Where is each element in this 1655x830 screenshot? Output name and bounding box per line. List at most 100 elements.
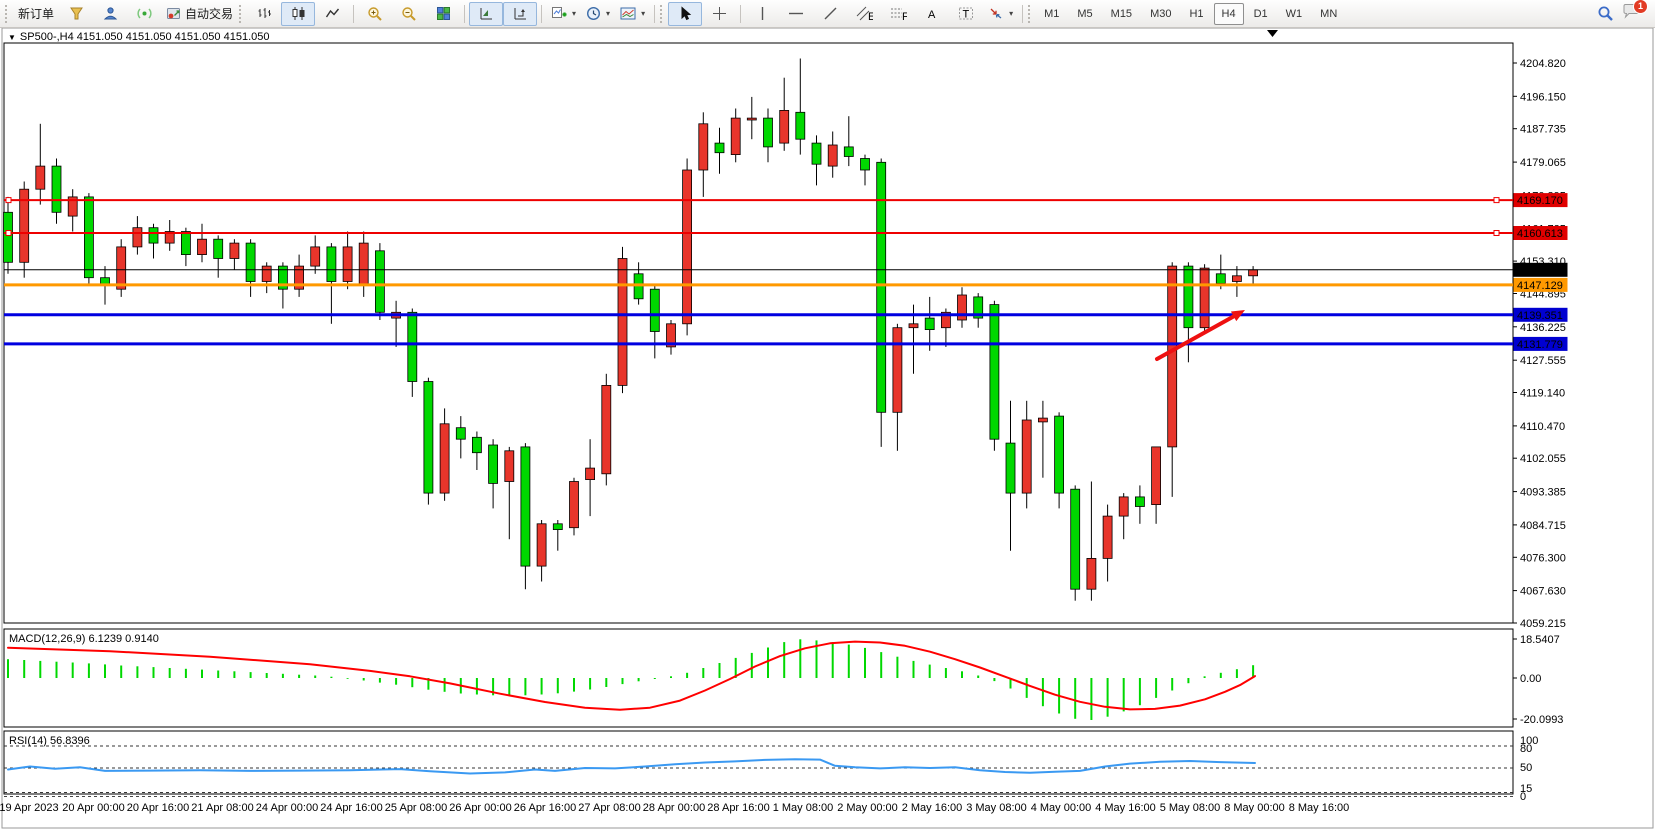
- timeframe-d1[interactable]: D1: [1253, 7, 1268, 20]
- candle-bear: [374, 250, 385, 313]
- main-toolbar: 新订单 自动交易 ▾ ▾: [0, 0, 1655, 28]
- clock-icon: [587, 6, 601, 21]
- price-tick-label: 4076.300: [1520, 552, 1566, 564]
- candle-bull: [1118, 496, 1129, 517]
- price-label-bg: [1513, 226, 1568, 240]
- price-label-bg: [1513, 193, 1568, 208]
- crosshair-icon: [712, 7, 726, 20]
- chart-title-bar[interactable]: ▼ SP500-,H4 4151.050 4151.050 4151.050 4…: [8, 31, 269, 43]
- price-tick-label: 4127.555: [1520, 355, 1566, 367]
- vertical-line-button[interactable]: [745, 2, 779, 26]
- level-anchor: [1493, 197, 1500, 204]
- candlestick-chart-button[interactable]: [281, 1, 316, 26]
- macd-signal-line: [7, 640, 1256, 711]
- price-label: 4131.779: [1517, 339, 1563, 351]
- price-label: 4169.170: [1517, 195, 1563, 207]
- rsi-axis-label: 80: [1520, 743, 1532, 755]
- period-button[interactable]: ▾: [581, 2, 615, 26]
- candle-bear: [552, 523, 563, 530]
- candle-bull: [1167, 265, 1178, 448]
- timeframe-mn[interactable]: MN: [1320, 7, 1338, 20]
- candle-bear: [148, 227, 159, 244]
- candle-bear: [277, 265, 288, 290]
- time-axis-label: 20 Apr 00:00: [62, 802, 124, 814]
- signal-icon: [136, 8, 152, 19]
- new-order-button[interactable]: 新订单: [13, 2, 59, 26]
- candle-bear: [1005, 442, 1016, 494]
- annotation-arrow: [1155, 312, 1240, 361]
- price-tick-label: 4059.215: [1520, 618, 1566, 630]
- candle-bull: [941, 311, 951, 329]
- tile-windows-button[interactable]: [426, 2, 460, 26]
- search-button[interactable]: [1588, 2, 1622, 26]
- candle-bull: [666, 323, 676, 348]
- new-order-label: 新订单: [18, 7, 55, 21]
- time-axis-label: 26 Apr 16:00: [514, 802, 576, 814]
- candle-bull: [585, 467, 595, 481]
- cursor-button[interactable]: [668, 1, 703, 26]
- zoom-in-button[interactable]: [358, 2, 392, 26]
- candle-bull: [1038, 417, 1048, 423]
- tile-windows-icon: [436, 7, 450, 21]
- price-tick-label: 4179.065: [1520, 157, 1566, 169]
- crosshair-button[interactable]: [702, 2, 736, 26]
- candle-bull: [116, 246, 127, 290]
- candle-bull: [601, 384, 612, 475]
- add-indicator-icon: [552, 7, 567, 18]
- chart-collapse-icon: ▼: [8, 32, 16, 42]
- time-axis-label: 27 Apr 08:00: [578, 802, 640, 814]
- price-label: 4151.050: [1517, 265, 1563, 277]
- toolbar-grip: [239, 4, 244, 23]
- toolbar-separator: [740, 4, 742, 23]
- autotrade-button[interactable]: 自动交易: [161, 2, 238, 26]
- add-indicator-button[interactable]: ▾: [546, 2, 581, 26]
- price-label: 4139.351: [1517, 310, 1563, 322]
- price-label: 4160.613: [1517, 228, 1563, 240]
- timeframe-m5[interactable]: M5: [1077, 7, 1093, 20]
- timeframe-w1[interactable]: W1: [1285, 7, 1303, 20]
- profile-button[interactable]: [93, 2, 127, 26]
- zoom-out-button[interactable]: [392, 2, 426, 26]
- signal-button[interactable]: [127, 2, 161, 26]
- arrows-button[interactable]: ▾: [983, 2, 1018, 26]
- auto-scroll-button[interactable]: [503, 1, 538, 26]
- line-chart-button[interactable]: [315, 2, 349, 26]
- price-tick-label: 4204.820: [1520, 58, 1566, 70]
- timeframe-m1[interactable]: M1: [1044, 7, 1060, 20]
- timeframe-m15[interactable]: M15: [1110, 7, 1133, 20]
- fibonacci-button[interactable]: F: [881, 2, 915, 26]
- search-icon: [1598, 6, 1613, 21]
- price-tick-label: 4093.385: [1520, 487, 1566, 499]
- zoom-out-icon: [402, 6, 416, 21]
- timeframe-m30[interactable]: M30: [1150, 7, 1172, 20]
- price-tick-label: 4102.055: [1520, 453, 1566, 465]
- bar-chart-button[interactable]: [247, 2, 281, 26]
- profile-icon: [103, 7, 117, 20]
- candle-bull: [67, 196, 78, 217]
- toolbar-separator: [654, 4, 656, 23]
- candle-bull: [504, 450, 515, 482]
- timeframe-h4[interactable]: H4: [1213, 2, 1244, 25]
- candle-bear: [471, 436, 482, 454]
- toolbar-grip: [660, 4, 665, 23]
- candle-bull: [164, 231, 175, 244]
- candle-bull: [1199, 267, 1210, 329]
- notifications-button[interactable]: 1: [1622, 0, 1648, 25]
- candle-bear: [924, 317, 935, 331]
- notification-badge: 1: [1633, 0, 1648, 14]
- text-label-button[interactable]: T: [949, 2, 983, 26]
- candlestick-chart-icon: [292, 7, 305, 20]
- candle-bear: [326, 246, 337, 282]
- toolbar-separator: [1022, 4, 1024, 23]
- channel-button[interactable]: E: [847, 2, 881, 26]
- price-tick-label: 4084.715: [1520, 520, 1566, 532]
- cleanup-button[interactable]: [59, 2, 93, 26]
- time-axis-label: 20 Apr 16:00: [127, 802, 189, 814]
- chart-shift-button[interactable]: [469, 1, 504, 26]
- horizontal-line-button[interactable]: [779, 2, 813, 26]
- template-button[interactable]: ▾: [615, 2, 650, 26]
- text-button[interactable]: A: [915, 2, 949, 26]
- timeframe-h1[interactable]: H1: [1189, 7, 1204, 20]
- trendline-button[interactable]: [813, 2, 847, 26]
